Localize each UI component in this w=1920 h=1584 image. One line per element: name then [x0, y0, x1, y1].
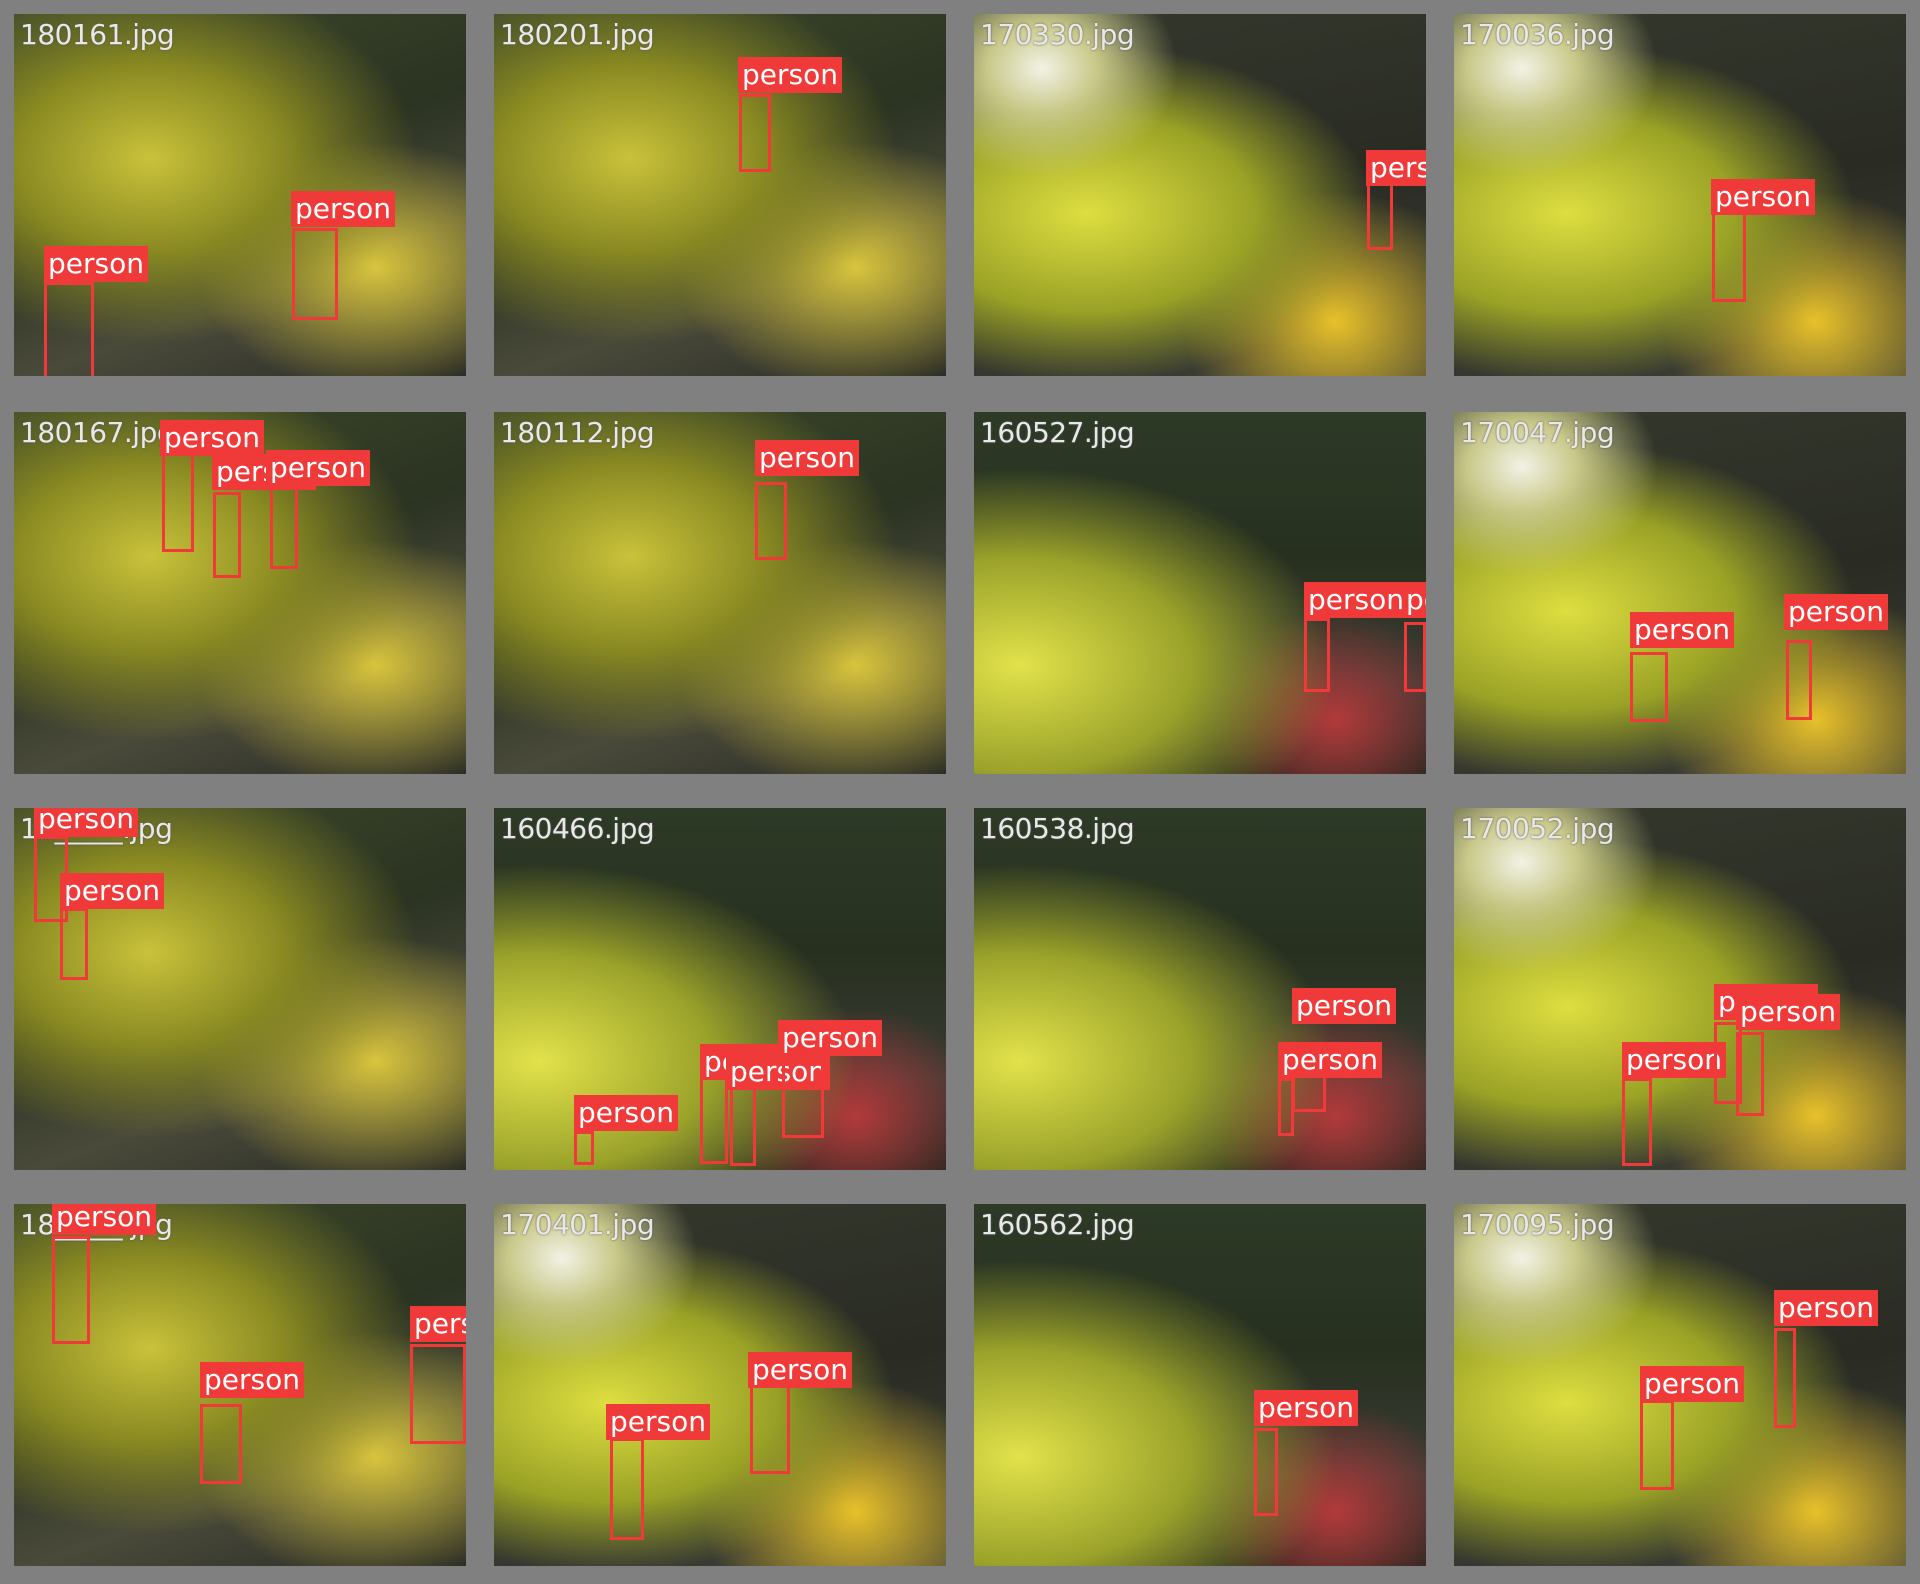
tile-filename: 160527.jpg [980, 416, 1135, 449]
image-tile[interactable]: 160538.jpg person person [974, 808, 1426, 1170]
person-box[interactable] [610, 1438, 644, 1540]
tile-filename: 170052.jpg [1460, 812, 1615, 845]
tile-filename: 180112.jpg [500, 416, 655, 449]
person-label: person [1278, 1042, 1382, 1078]
person-box[interactable] [200, 1404, 242, 1484]
person-label: person [1630, 612, 1734, 648]
image-tile[interactable]: 160466.jpg person person person person [494, 808, 946, 1170]
person-box[interactable] [1736, 1032, 1764, 1116]
person-label: person [1774, 1290, 1878, 1326]
tile-filename: 160562.jpg [980, 1208, 1135, 1241]
person-box[interactable] [44, 282, 94, 376]
person-box[interactable] [1786, 640, 1812, 720]
image-tile[interactable]: 18_____.jpg person person person [14, 1204, 466, 1566]
image-tile[interactable]: 170052.jpg person person person [1454, 808, 1906, 1170]
image-tile[interactable]: 180201.jpg person [494, 14, 946, 376]
tile-filename: 180167.jpg [20, 416, 175, 449]
person-box[interactable] [1630, 652, 1668, 722]
person-box[interactable] [1622, 1078, 1652, 1166]
image-tile[interactable]: 180112.jpg person [494, 412, 946, 774]
image-tile[interactable]: 180161.jpg person person [14, 14, 466, 376]
tile-filename: 170095.jpg [1460, 1208, 1615, 1241]
person-box[interactable] [1774, 1328, 1796, 1428]
person-label: person [410, 1306, 466, 1342]
person-label: person [574, 1095, 678, 1131]
person-box[interactable] [292, 228, 338, 320]
person-label: person [738, 57, 842, 93]
person-label: person [266, 450, 370, 486]
tile-filename: 160466.jpg [500, 812, 655, 845]
person-box[interactable] [1404, 622, 1426, 692]
person-label: person [1254, 1390, 1358, 1426]
tile-filename: 170330.jpg [980, 18, 1135, 51]
person-label: person [44, 246, 148, 282]
person-label: person [1736, 994, 1840, 1030]
image-tile[interactable]: 18_____.jpg person person [14, 808, 466, 1170]
person-label: person [1402, 582, 1426, 618]
person-box[interactable] [1278, 1078, 1294, 1136]
person-label: person [1784, 594, 1888, 630]
person-label: person [1292, 988, 1396, 1024]
person-label: person [1640, 1366, 1744, 1402]
person-box[interactable] [52, 1236, 90, 1344]
person-label: person [200, 1362, 304, 1398]
person-label: person [160, 420, 264, 456]
image-tile[interactable]: 160562.jpg person [974, 1204, 1426, 1566]
tile-filename: 180161.jpg [20, 18, 175, 51]
person-box[interactable] [162, 452, 194, 552]
person-box[interactable] [1712, 210, 1746, 302]
person-label: person [1622, 1042, 1726, 1078]
tile-filename: 170401.jpg [500, 1208, 655, 1241]
person-box[interactable] [782, 1058, 824, 1138]
person-box[interactable] [739, 94, 771, 172]
tile-filename: 160538.jpg [980, 812, 1135, 845]
person-label: person [1366, 150, 1426, 186]
person-label: person [755, 440, 859, 476]
image-tile[interactable]: 160527.jpg person person [974, 412, 1426, 774]
image-tile[interactable]: 170330.jpg person [974, 14, 1426, 376]
person-box[interactable] [1714, 1022, 1742, 1104]
person-label: person [1711, 179, 1815, 215]
image-tile[interactable]: 170036.jpg person [1454, 14, 1906, 376]
person-label: person [1304, 582, 1408, 618]
person-box[interactable] [213, 492, 241, 578]
person-box[interactable] [1640, 1400, 1674, 1490]
image-tile[interactable]: 170401.jpg person person [494, 1204, 946, 1566]
person-label: person [778, 1020, 882, 1056]
person-label: person [52, 1204, 156, 1235]
person-label: person [606, 1404, 710, 1440]
person-label: person [291, 191, 395, 227]
person-box[interactable] [730, 1084, 756, 1166]
tile-filename: 170036.jpg [1460, 18, 1615, 51]
person-label: person [60, 873, 164, 909]
person-box[interactable] [750, 1384, 790, 1474]
person-box[interactable] [410, 1344, 466, 1444]
person-box[interactable] [1304, 618, 1330, 692]
image-tile[interactable]: 170047.jpg person person [1454, 412, 1906, 774]
tile-filename: 170047.jpg [1460, 416, 1615, 449]
tile-filename: 180201.jpg [500, 18, 655, 51]
image-tile[interactable]: 180167.jpg person person person [14, 412, 466, 774]
person-label: person [34, 808, 138, 837]
person-box[interactable] [60, 908, 88, 980]
person-box[interactable] [1254, 1428, 1278, 1516]
person-box[interactable] [270, 487, 298, 569]
image-tile[interactable]: 170095.jpg person person [1454, 1204, 1906, 1566]
person-label: person [748, 1352, 852, 1388]
person-box[interactable] [755, 482, 787, 560]
person-box[interactable] [574, 1131, 594, 1165]
